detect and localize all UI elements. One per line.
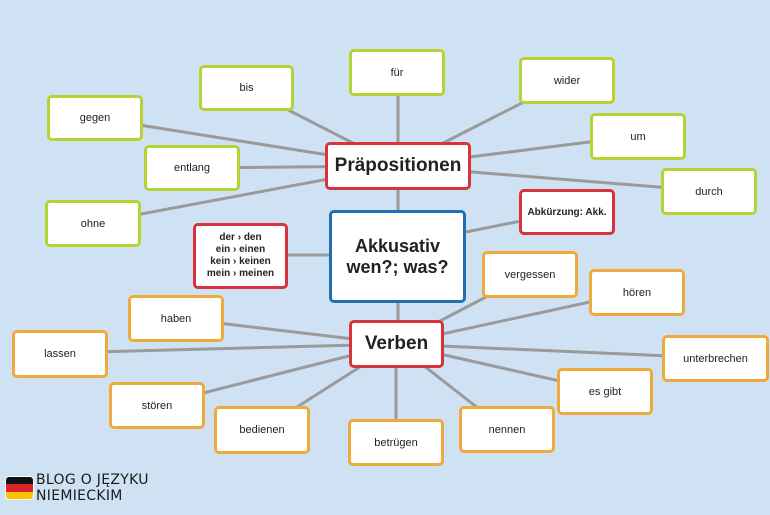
- preposition-label: für: [390, 66, 404, 79]
- verb-label: unterbrechen: [683, 352, 748, 365]
- preposition-box-durch: durch: [661, 168, 757, 215]
- connector-line: [395, 342, 716, 360]
- articles-box: der › den ein › einen kein › keinen mein…: [193, 223, 288, 289]
- verben-title: Verben: [364, 333, 429, 354]
- verb-box-hoeren: hören: [589, 269, 685, 316]
- verb-box-es-gibt: es gibt: [557, 368, 653, 415]
- verb-label: hören: [622, 286, 652, 299]
- preposition-label: wider: [553, 74, 581, 87]
- verb-box-bedienen: bedienen: [214, 406, 310, 454]
- center-title: Akkusativ: [354, 235, 441, 256]
- german-flag-icon: [6, 477, 33, 499]
- verb-box-betruegen: betrügen: [348, 419, 444, 466]
- verb-label: bedienen: [239, 424, 285, 436]
- verb-label: stören: [141, 399, 173, 412]
- blog-logo: BLOG O JĘZYKU NIEMIECKIM: [6, 472, 176, 510]
- verb-box-haben: haben: [128, 295, 224, 342]
- article-line: kein › keinen: [210, 256, 271, 267]
- article-line: mein › meinen: [206, 268, 275, 279]
- verb-box-nennen: nennen: [459, 406, 555, 453]
- verb-label: nennen: [488, 423, 526, 436]
- verb-label: es gibt: [588, 385, 622, 398]
- preposition-box-gegen: gegen: [47, 95, 143, 141]
- verben-hub: Verben: [349, 320, 444, 368]
- abbreviation-box: Abkürzung: Akk.: [519, 189, 615, 235]
- preposition-label: um: [630, 130, 646, 143]
- article-line: ein › einen: [215, 244, 266, 255]
- praepositionen-title: Präpositionen: [334, 155, 462, 176]
- center-subtitle: wen?; was?: [346, 256, 449, 277]
- preposition-box-wider: wider: [519, 57, 615, 104]
- verb-box-lassen: lassen: [12, 330, 108, 378]
- preposition-box-ohne: ohne: [45, 200, 141, 247]
- praepositionen-hub: Präpositionen: [325, 142, 471, 190]
- preposition-label: durch: [695, 185, 723, 198]
- preposition-box-um: um: [590, 113, 686, 160]
- preposition-box-fuer: für: [349, 49, 445, 96]
- logo-line-2: NIEMIECKIM: [36, 488, 123, 504]
- verb-box-stoeren: stören: [109, 382, 205, 429]
- article-line: der › den: [219, 232, 262, 243]
- logo-text: BLOG O JĘZYKU NIEMIECKIM: [36, 472, 149, 504]
- abbreviation-label: Abkürzung: Akk.: [527, 206, 607, 218]
- preposition-label: entlang: [173, 162, 211, 174]
- verb-label: vergessen: [504, 268, 556, 281]
- connector-line: [58, 342, 397, 355]
- logo-line-1: BLOG O JĘZYKU: [36, 472, 149, 488]
- verb-box-unterbrechen: unterbrechen: [662, 335, 769, 382]
- preposition-label: ohne: [80, 217, 106, 230]
- verb-label: betrügen: [374, 436, 418, 449]
- verb-label: haben: [160, 312, 192, 325]
- center-node: Akkusativ wen?; was?: [329, 210, 466, 303]
- preposition-box-entlang: entlang: [144, 145, 240, 191]
- verb-label: lassen: [44, 348, 76, 360]
- preposition-box-bis: bis: [199, 65, 294, 111]
- verb-box-vergessen: vergessen: [482, 251, 578, 298]
- preposition-label: bis: [239, 82, 254, 94]
- preposition-label: gegen: [79, 112, 111, 124]
